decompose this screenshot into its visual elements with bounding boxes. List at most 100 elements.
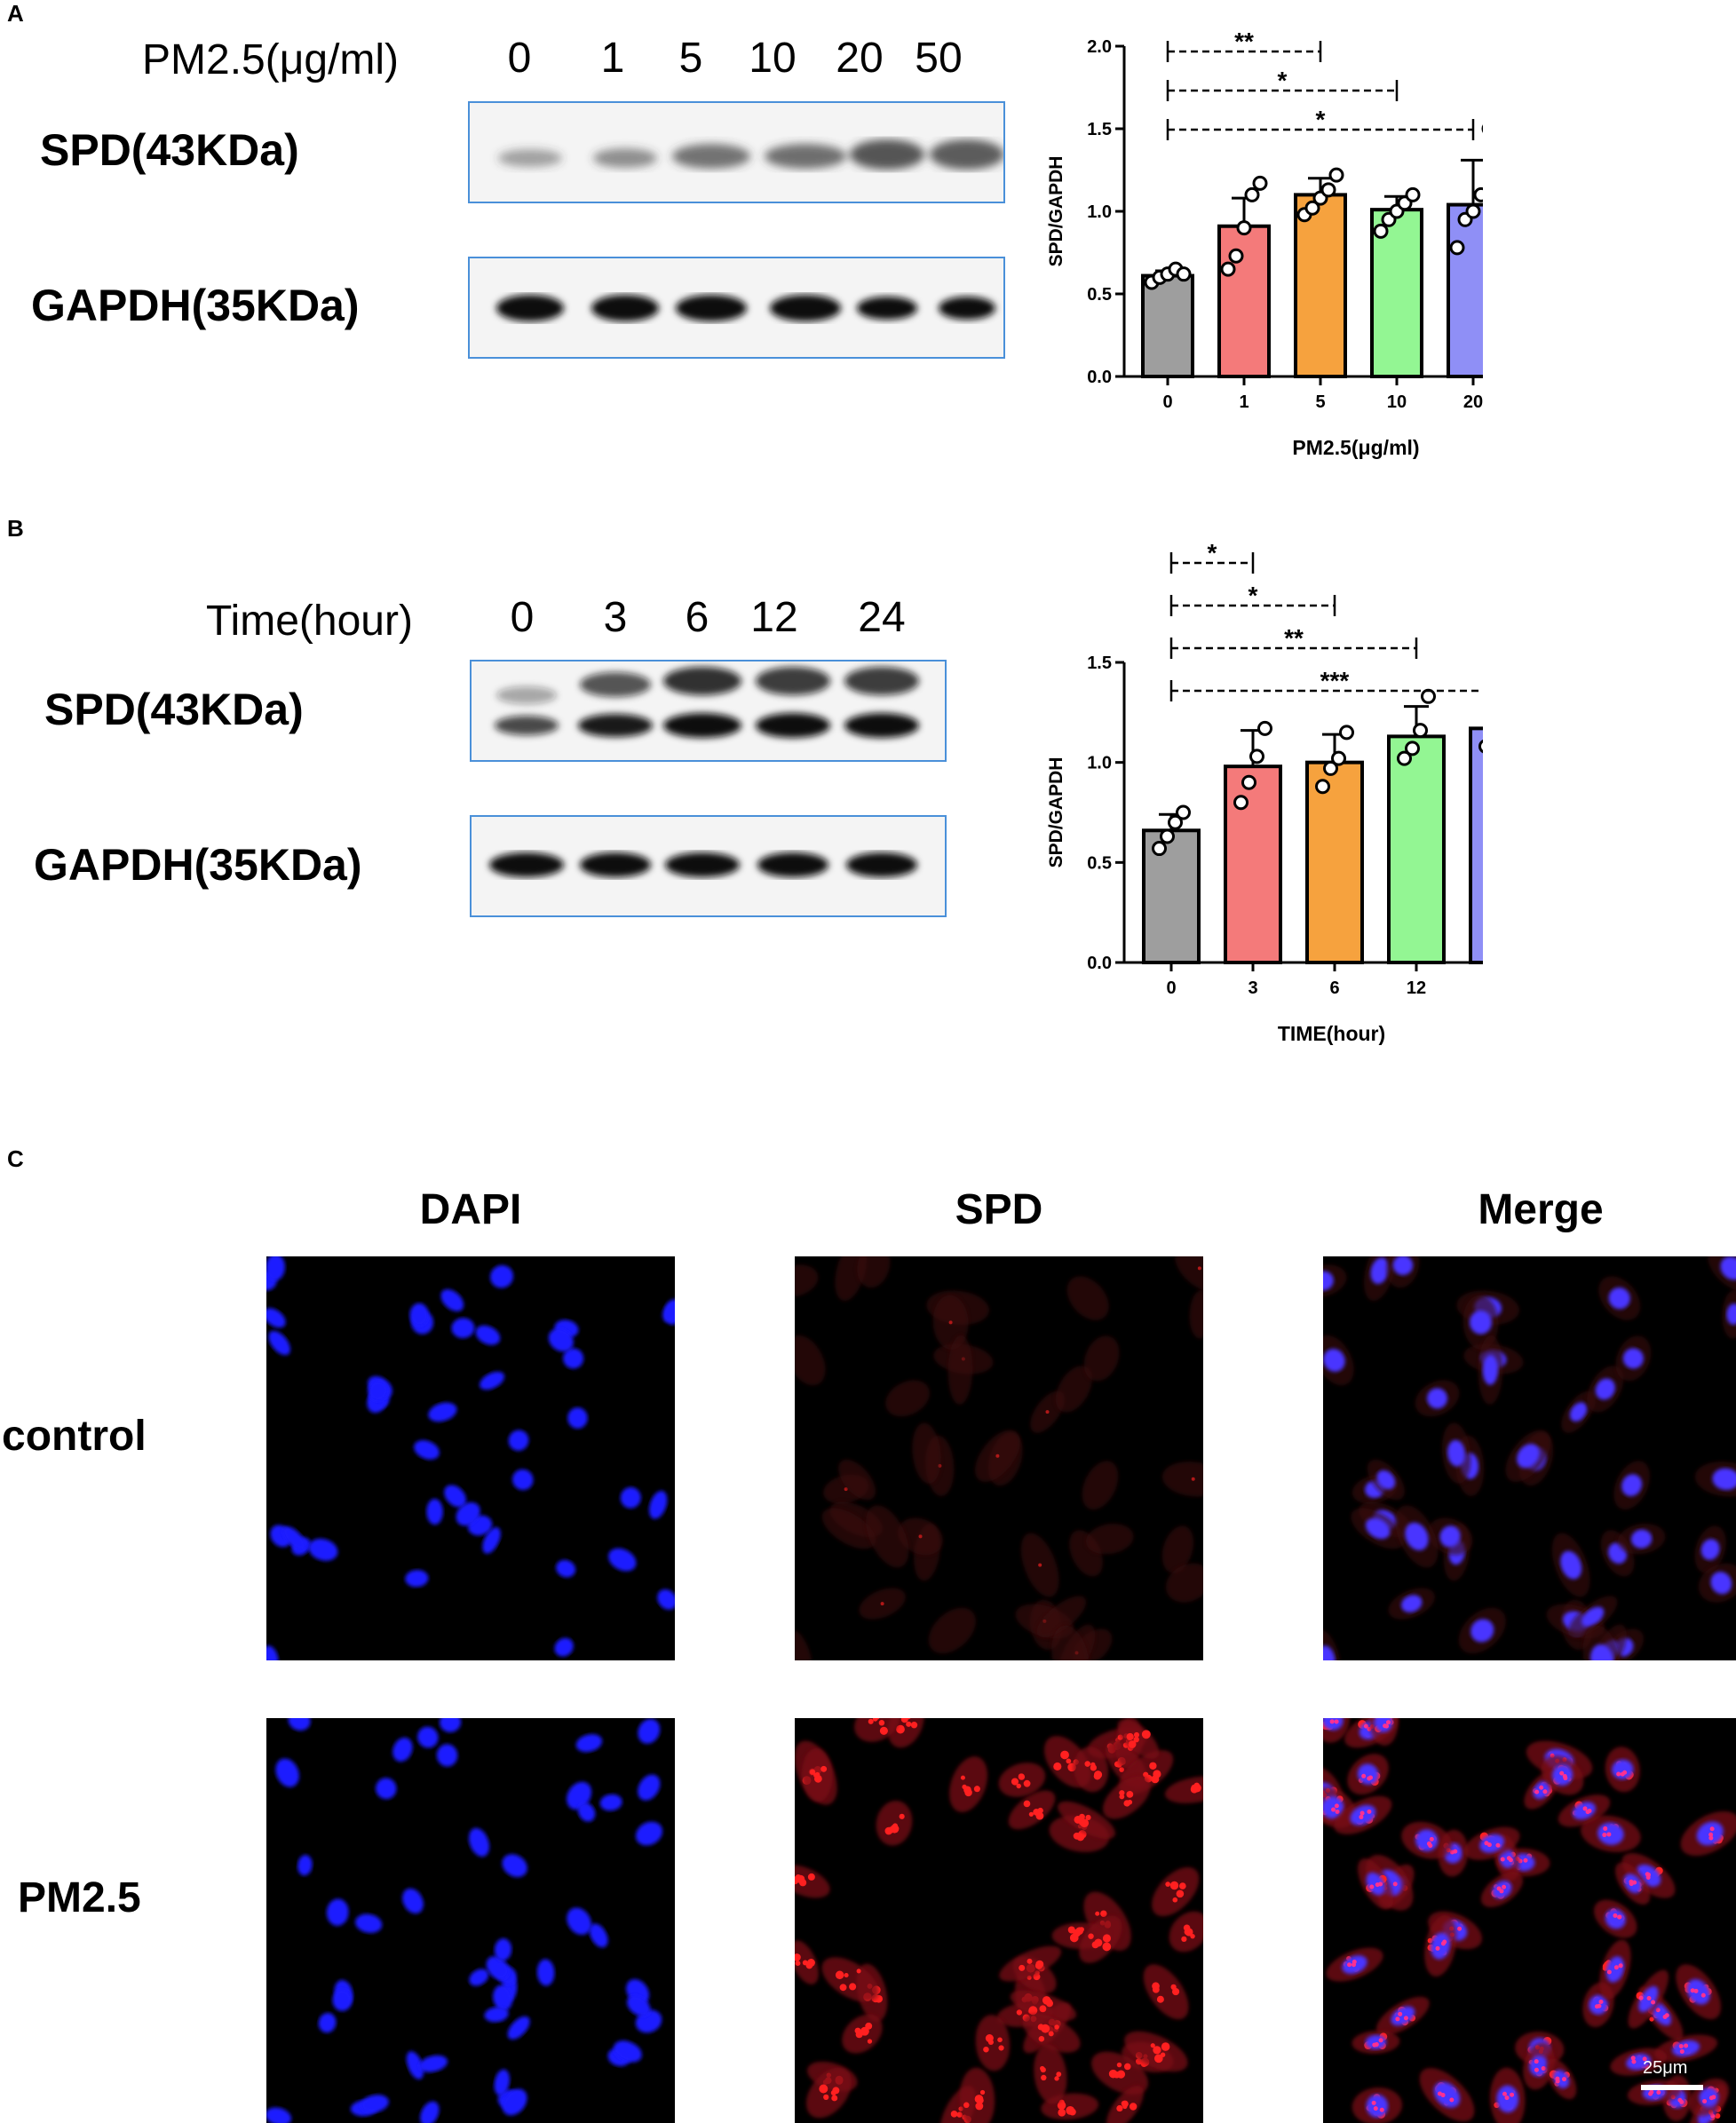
spd-granule [918,1534,923,1539]
y-axis-label: SPD/GAPDH [1046,156,1066,267]
nucleus [1581,1606,1605,1627]
column-header-merge: Merge [1478,1186,1604,1233]
spd-granule [1361,1773,1367,1778]
spd-granule [1606,1969,1612,1975]
nucleus [318,2012,337,2033]
cell-cytoplasm [1034,2044,1067,2104]
spd-granule [1165,1881,1170,1887]
nucleus [589,1923,608,1948]
spd-granule [807,1959,815,1967]
spd-granule [1646,1996,1652,2001]
nucleus [536,1959,555,1986]
spd-granule [1352,1960,1357,1965]
spd-granule [956,2111,963,2118]
bar [1294,193,1347,378]
cell-cytoplasm [876,1801,913,1846]
y-tick-label: 0.0 [1087,954,1112,973]
cell-cytoplasm [947,1335,973,1405]
y-tick-label: 1.0 [1087,202,1112,222]
spd-granule [960,1775,965,1780]
spd-granule [1027,1958,1033,1964]
spd-granule [1153,2046,1161,2055]
spd-granule [1510,2092,1515,2097]
nucleus [1427,1388,1447,1409]
cell-cytoplasm [1082,1461,1119,1510]
spd-granule [1561,2077,1566,2082]
spd-granule [854,2027,861,2034]
nucleus [414,1439,440,1460]
x-axis-label: TIME(hour) [1278,1022,1385,1045]
spd-granule [1602,1833,1607,1838]
x-tick-label: 0 [1162,392,1172,412]
nucleus [326,1898,349,1926]
spd-granule [880,1602,884,1606]
spd-granule [1153,2054,1163,2064]
nucleus [494,2069,510,2096]
nucleus [635,1821,663,1846]
nucleus [486,1956,510,1980]
bar [1305,760,1364,964]
cell-cytoplasm [1166,1563,1203,1603]
y-axis-label: SPD/GAPDH [1046,757,1066,868]
cell-cytoplasm [1161,1462,1203,1497]
y-tick-label: 1.0 [1087,754,1112,773]
spd-granule [1054,2024,1059,2030]
spd-granule [1172,1897,1178,1903]
spd-granule [1613,1913,1618,1918]
spd-granule [906,1721,912,1727]
nucleus [507,2016,530,2040]
spd-blot-b [470,660,947,762]
spd-granule [1684,2043,1689,2048]
nucleus [1323,1271,1334,1291]
cell-cytoplasm [912,1422,941,1484]
data-point [1405,741,1420,757]
spd-granule [1178,1882,1186,1889]
nucleus [417,1726,439,1748]
spd-granule [1126,1790,1134,1798]
nucleus [1433,2081,1461,2108]
spd-granule [1638,1995,1644,2000]
spd-granule [1129,2103,1138,2111]
nucleus [1323,1645,1336,1660]
data-point [1233,795,1248,811]
nucleus [1439,1525,1461,1548]
spd-granule [1359,1814,1364,1819]
spd-granule [1613,1965,1619,1970]
spd-granule [1651,2000,1656,2005]
condition-label-a: PM2.5(μg/ml) [142,36,400,83]
cell-cytoplasm [857,1256,891,1288]
spd-granule [1368,1775,1374,1780]
data-point [1315,779,1330,795]
nucleus [266,1308,286,1328]
spd-granule [1427,1937,1433,1944]
spd-granule [1702,2098,1708,2103]
data-point [1328,167,1344,183]
spd-blot-a [468,101,1005,203]
spd-granule [1334,1803,1339,1809]
data-point [1176,266,1192,282]
spd-granule [1562,1774,1567,1779]
column-header-dapi: DAPI [419,1186,522,1233]
spd-granule [1023,1779,1031,1787]
nucleus [1365,1517,1391,1540]
spd-granule [1677,2097,1683,2103]
spd-granule [1331,1807,1336,1812]
spd-granule [1041,2024,1050,2033]
spd-granule [1113,2071,1121,2079]
nucleus [490,1264,514,1288]
data-point [1176,804,1191,820]
spd-granule [1437,2091,1442,2096]
cell-cytoplasm [1008,1790,1056,1830]
data-point [1449,240,1465,256]
spd-granule [1094,1938,1103,1947]
spd-granule [1040,2065,1045,2072]
nucleus [567,1407,588,1429]
spd-granule [1617,1914,1622,1920]
spd-granule [1023,1800,1031,1808]
nucleus [282,1526,306,1551]
spd-granule [1534,1789,1540,1794]
spd-granule [1056,2072,1062,2078]
spd-granule [1587,1808,1592,1813]
nucleus [512,1469,534,1491]
spd-granule [1011,1778,1019,1786]
